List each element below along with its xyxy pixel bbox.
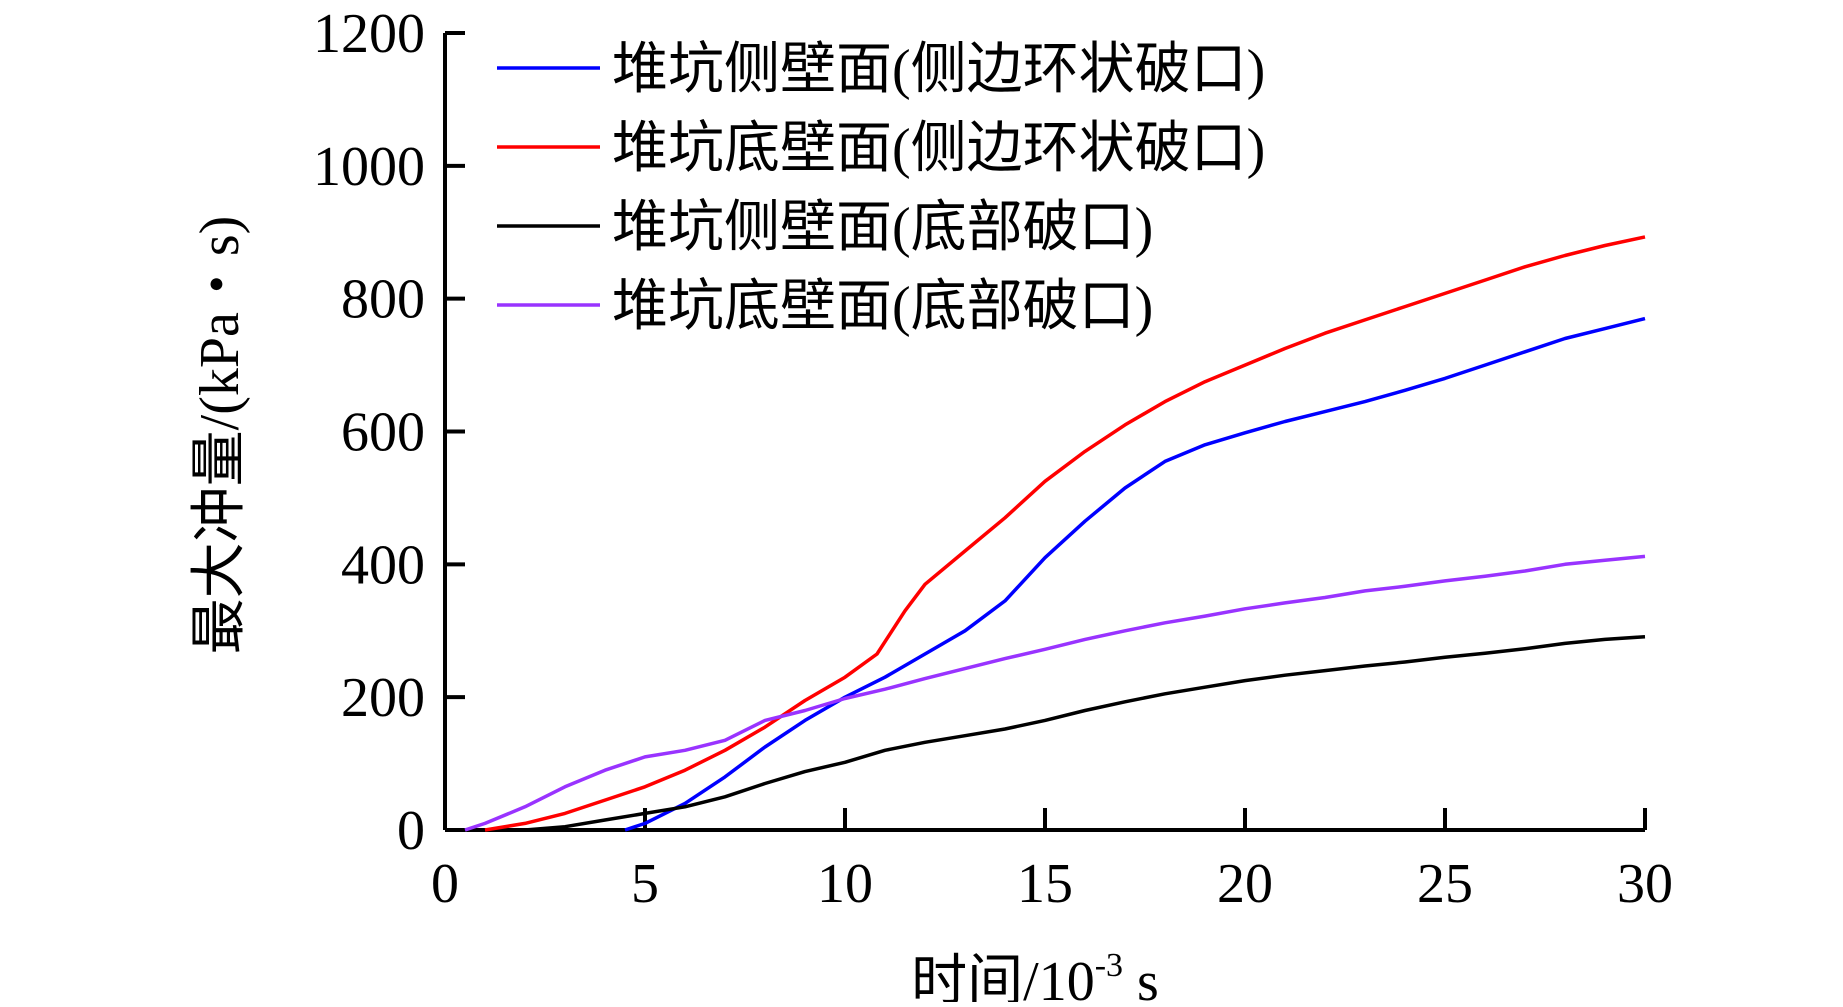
y-tick-label: 1000 (313, 136, 425, 198)
x-axis-title-unit: s (1123, 951, 1159, 1002)
y-axis-title: 最大冲量/(kPa・s) (189, 216, 251, 655)
y-tick-label: 200 (341, 667, 425, 729)
x-tick-label: 20 (1217, 853, 1273, 915)
legend-label: 堆坑底壁面(底部破口) (612, 276, 1153, 338)
x-tick-label: 10 (817, 853, 873, 915)
x-tick-label: 25 (1417, 853, 1473, 915)
legend-label: 堆坑侧壁面(底部破口) (612, 197, 1153, 259)
legend: 堆坑侧壁面(侧边环状破口) 堆坑底壁面(侧边环状破口) 堆坑侧壁面(底部破口) 堆坑底… (497, 39, 1265, 338)
y-tick-label: 600 (341, 402, 425, 464)
x-axis-title: 时间/10-3 s (911, 947, 1159, 1002)
series-line-2 (484, 235, 1646, 832)
x-tick-label: 5 (631, 853, 659, 915)
axes: 0 200 400 600 800 1000 1200 0 5 10 15 20 25 30 (313, 3, 1673, 915)
legend-label: 堆坑侧壁面(侧边环状破口) (612, 39, 1265, 101)
y-tick-label: 0 (397, 800, 425, 862)
series-line-3 (524, 634, 1646, 832)
y-tick-label: 400 (341, 534, 425, 596)
y-tick-label: 800 (341, 269, 425, 331)
legend-label: 堆坑底壁面(侧边环状破口) (612, 118, 1265, 180)
x-tick-label: 0 (431, 853, 459, 915)
x-axis-title-text: 时间/10 (911, 951, 1095, 1002)
series-line-4 (464, 554, 1646, 832)
series-line-1 (624, 316, 1646, 832)
x-axis-title-exponent: -3 (1095, 947, 1123, 984)
x-tick-label: 30 (1617, 853, 1673, 915)
series-lines (464, 235, 1646, 832)
x-tick-label: 15 (1017, 853, 1073, 915)
y-tick-label: 1200 (313, 3, 425, 65)
